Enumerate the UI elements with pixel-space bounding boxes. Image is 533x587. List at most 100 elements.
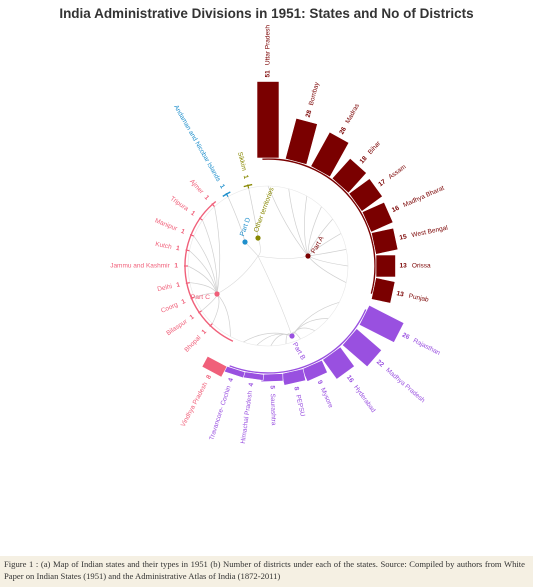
state-label: Ajmer — [188, 178, 205, 196]
state-label: Bihar — [367, 139, 383, 156]
bar — [225, 192, 229, 198]
group-arc — [229, 309, 367, 374]
hierarchy-link — [202, 219, 218, 295]
state-label: Madras — [344, 102, 361, 125]
value-label: 13 — [400, 263, 408, 270]
state-label: Delhi — [157, 283, 173, 293]
bar — [331, 157, 367, 194]
state-label: PEPSU — [294, 394, 306, 417]
state-label: Jammu and Kashmir — [110, 263, 170, 270]
bar — [341, 328, 383, 368]
bar — [370, 227, 399, 255]
state-label: Madhya Bharat — [402, 185, 445, 209]
bar — [198, 217, 203, 221]
group-label: Other territories — [253, 186, 276, 233]
bar — [185, 249, 190, 252]
hierarchy-link — [288, 188, 309, 257]
bar — [209, 323, 213, 327]
bar — [358, 304, 405, 343]
state-label: Bombay — [308, 81, 321, 107]
state-label: Sikkim — [236, 151, 247, 171]
hierarchy-link — [291, 318, 329, 337]
value-label: 1 — [175, 245, 180, 253]
group-label: Part C — [191, 294, 210, 301]
group-node — [242, 239, 248, 245]
group-label: Part B — [291, 341, 307, 361]
group-node — [255, 235, 261, 241]
bar — [322, 346, 355, 380]
hierarchy-link — [304, 195, 309, 257]
state-label: Himachal Pradesh — [240, 390, 254, 444]
bar — [185, 282, 190, 285]
bar — [198, 310, 203, 314]
bar — [256, 81, 280, 159]
value-label: 1 — [218, 183, 226, 190]
hierarchy-link — [307, 255, 347, 283]
state-label: Uttar Pradesh — [265, 25, 272, 65]
hierarchy-link — [214, 206, 221, 295]
state-label: Vindhya Pradesh — [180, 381, 210, 428]
hierarchy-link — [307, 255, 349, 267]
value-label: 1 — [174, 263, 178, 270]
group-arc — [262, 158, 376, 294]
hierarchy-link — [189, 250, 218, 295]
state-label: Kutch — [155, 241, 173, 251]
value-label: 26 — [401, 332, 411, 342]
state-label: Rajasthan — [412, 337, 442, 357]
state-label: Assam — [387, 164, 407, 181]
state-label: Tripura — [169, 195, 190, 213]
root-link — [257, 255, 309, 259]
hierarchy-link — [187, 265, 218, 295]
bars-layer — [184, 81, 405, 386]
value-label: 8 — [292, 386, 300, 391]
value-label: 1 — [181, 298, 187, 306]
state-label: Mysore — [319, 387, 334, 410]
hierarchy-link — [291, 301, 340, 337]
value-label: 18 — [359, 155, 369, 165]
state-label: Manipur — [154, 217, 179, 233]
state-label: Punjab — [408, 293, 430, 304]
value-label: 22 — [375, 359, 385, 369]
value-label: 28 — [305, 109, 314, 118]
bar — [370, 277, 396, 304]
bar — [190, 296, 195, 300]
value-label: 1 — [189, 313, 196, 321]
bar — [301, 359, 328, 382]
value-label: 1 — [201, 328, 209, 336]
group-node — [214, 291, 220, 297]
hierarchy-link — [267, 185, 309, 257]
value-label: 1 — [189, 210, 196, 218]
bar — [189, 233, 195, 237]
root-link — [257, 237, 261, 257]
value-label: 1 — [180, 228, 186, 236]
value-label: 15 — [399, 233, 408, 241]
state-label: Saurashtra — [269, 394, 277, 426]
figure-caption: Figure 1 : (a) Map of Indian states and … — [4, 559, 525, 581]
caption-box: Figure 1 : (a) Map of Indian states and … — [0, 556, 533, 587]
hierarchy-link — [248, 188, 259, 239]
value-label: 16 — [391, 205, 401, 214]
hierarchy-link — [243, 332, 293, 343]
value-label: 5 — [268, 385, 275, 389]
state-label: Andaman and Nicobar Islands — [172, 104, 222, 184]
bar — [375, 254, 396, 278]
state-label: Coorg — [160, 301, 179, 315]
group-node — [289, 333, 295, 339]
hierarchy-link — [216, 293, 231, 337]
bar — [284, 117, 318, 165]
state-label: Travancore- Cochin — [208, 385, 232, 442]
value-label: 1 — [176, 281, 181, 289]
state-label: Madhya Pradesh — [384, 367, 426, 405]
bar — [361, 201, 394, 233]
hierarchy-link — [270, 333, 293, 347]
value-label: 1 — [203, 194, 211, 202]
root-link — [244, 241, 259, 257]
state-label: Orissa — [412, 263, 431, 270]
group-node — [305, 253, 311, 259]
chart-title: India Administrative Divisions in 1951: … — [59, 6, 474, 21]
value-label: 1 — [242, 174, 250, 180]
value-label: 26 — [338, 126, 348, 136]
value-label: 4 — [248, 382, 255, 387]
state-label: Bhopal — [183, 334, 202, 354]
hierarchy-link — [307, 218, 333, 257]
